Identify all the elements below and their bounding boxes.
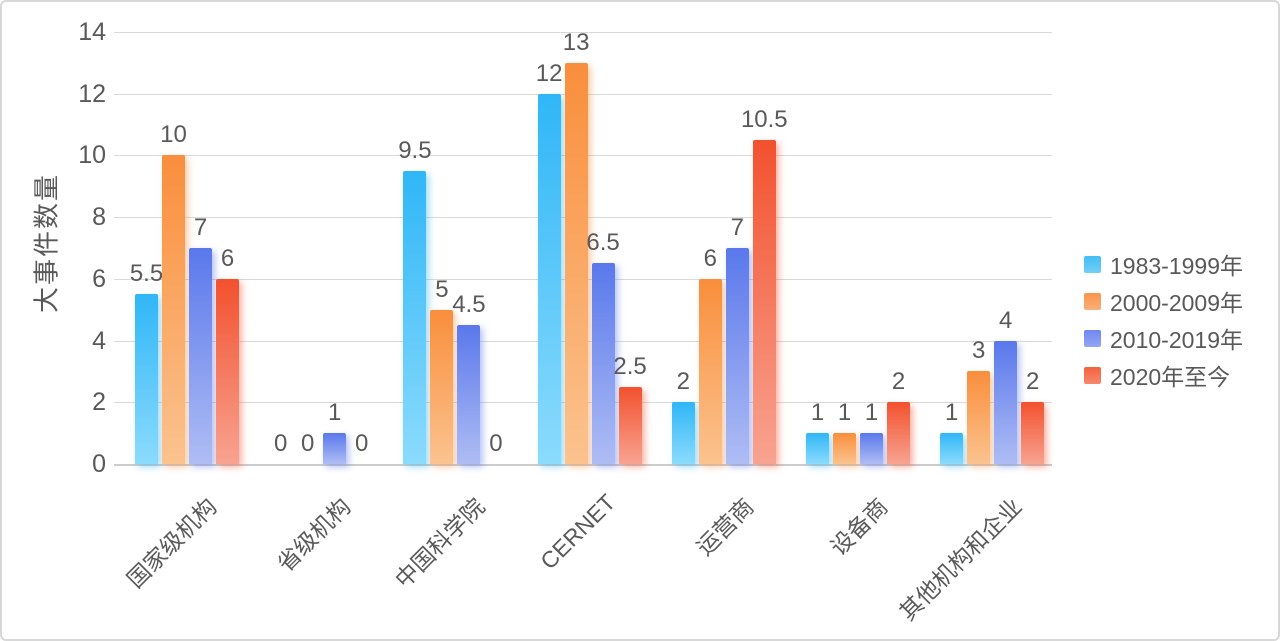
bar: [430, 309, 454, 464]
y-tick-label: 0: [92, 450, 106, 478]
bar-value-label: 10: [160, 121, 187, 149]
bar-value-label: 1: [837, 399, 852, 427]
legend-label: 2010-2019年: [1110, 327, 1243, 353]
legend-label: 2000-2009年: [1110, 290, 1243, 316]
bar-value-label: 2.5: [613, 352, 647, 380]
bar: [725, 248, 749, 464]
bar-value-label: 13: [562, 28, 590, 56]
x-category-label: 国家级机构: [121, 493, 222, 593]
legend-label: 1983-1999年: [1110, 253, 1243, 279]
bar: [806, 433, 829, 464]
bar: [967, 371, 991, 464]
bar-value-label: 0: [489, 430, 503, 457]
bar: [940, 433, 964, 464]
legend-item: 2010-2019年: [1084, 326, 1243, 353]
bar-value-label: 0: [355, 430, 369, 457]
bar: [591, 263, 615, 464]
bar-value-label: 6.5: [586, 229, 620, 257]
legend-swatch-icon: [1084, 366, 1101, 384]
gridline: [114, 32, 1052, 33]
legend-item: 1983-1999年: [1084, 252, 1243, 279]
bar-value-label: 5: [435, 275, 449, 303]
y-tick-label: 4: [92, 326, 106, 355]
bar-value-label: 9.5: [398, 136, 432, 164]
legend-label: 2020年至今: [1110, 364, 1231, 390]
bar-value-label: 12: [535, 59, 563, 87]
y-tick-label: 10: [78, 141, 106, 170]
bar-value-label: 1: [945, 399, 959, 427]
y-tick-label: 12: [78, 79, 106, 108]
bar-value-label: 2: [1026, 368, 1040, 396]
bar: [564, 62, 588, 464]
bar-value-label: 6: [703, 244, 717, 272]
bar-value-label: 4: [999, 306, 1013, 334]
bar: [537, 93, 561, 464]
bar: [457, 325, 481, 464]
bar-value-label: 0: [301, 430, 315, 457]
bar: [833, 433, 856, 464]
bar-value-label: 2: [891, 368, 906, 396]
y-tick-label: 2: [92, 388, 106, 417]
bar-value-label: 2: [676, 368, 690, 396]
legend-swatch-icon: [1084, 292, 1101, 310]
bar-value-label: 1: [864, 399, 879, 427]
legend-swatch-icon: [1084, 329, 1101, 347]
bar: [162, 155, 185, 464]
bar: [1021, 402, 1045, 464]
bar: [403, 170, 427, 464]
y-tick-label: 6: [92, 264, 106, 293]
bar-value-label: 1: [328, 399, 342, 427]
legend-item: 2000-2009年: [1084, 289, 1243, 316]
legend-swatch-icon: [1084, 255, 1101, 273]
bar: [860, 433, 883, 464]
bar: [752, 140, 776, 464]
bar-value-label: 7: [730, 214, 744, 241]
bar-value-label: 7: [193, 214, 208, 241]
bar-value-label: 0: [274, 430, 288, 457]
bar: [189, 248, 212, 464]
bar-value-label: 10.5: [740, 106, 788, 133]
bar-value-label: 4.5: [452, 291, 486, 319]
bar: [994, 340, 1018, 464]
bar: [671, 402, 695, 464]
bar-value-label: 6: [220, 244, 235, 272]
bar-value-label: 5.5: [129, 260, 164, 288]
x-axis-line: [114, 464, 1052, 466]
y-tick-label: 8: [92, 203, 106, 232]
bar-value-label: 3: [972, 337, 986, 365]
y-tick-label: 14: [78, 18, 106, 46]
bar: [887, 402, 910, 464]
legend-item: 2020年至今: [1084, 363, 1243, 390]
bar: [698, 278, 722, 464]
bar: [135, 294, 158, 464]
legend: 1983-1999年 2000-2009年 2010-2019年 2020年至今: [1084, 252, 1243, 400]
bar: [323, 433, 347, 464]
bar: [216, 278, 239, 464]
bar: [618, 386, 642, 464]
bar-value-label: 1: [810, 399, 825, 427]
